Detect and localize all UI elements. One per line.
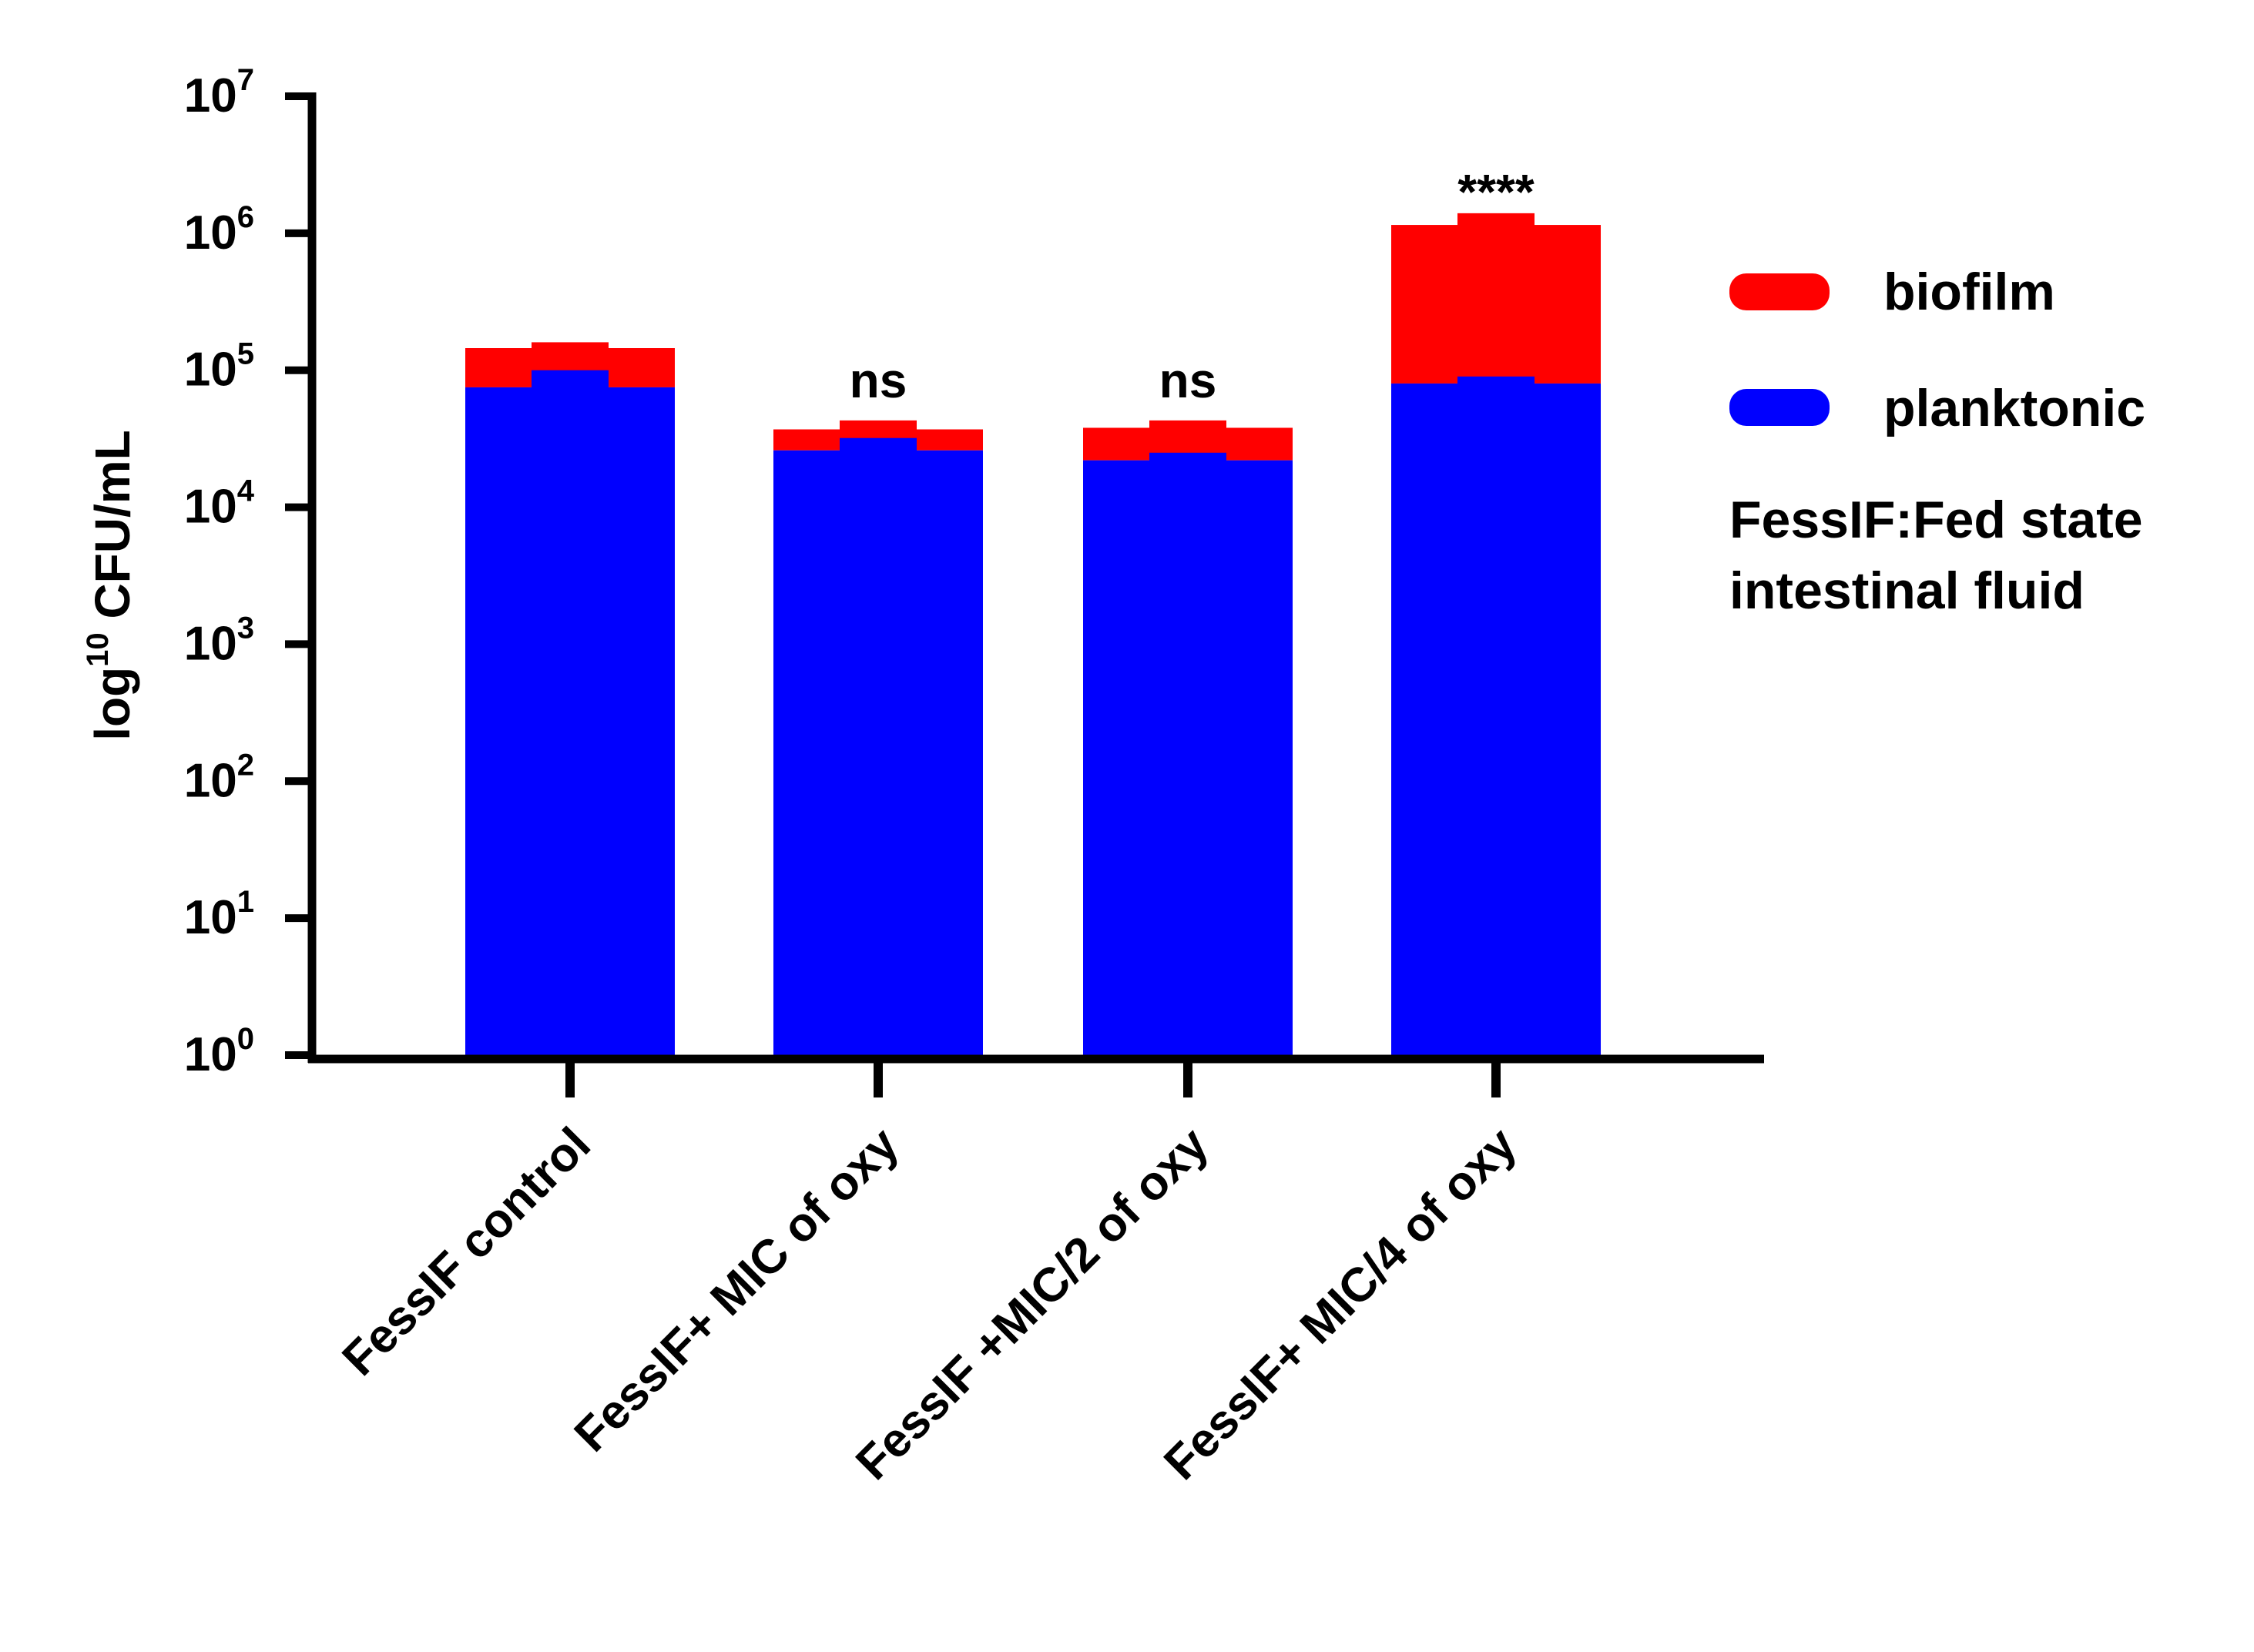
y-tick-label: 101 — [184, 885, 254, 944]
y-axis-title: log10 CFU/mL — [81, 430, 140, 741]
y-tick-label: 104 — [184, 474, 255, 534]
y-tick-base: 10 — [184, 481, 237, 534]
bar-biofilm — [1391, 225, 1601, 384]
y-tick-exponent: 7 — [237, 63, 254, 97]
y-tick-exponent: 3 — [237, 611, 254, 645]
bar-planktonic — [465, 387, 675, 1055]
y-tick-base: 10 — [184, 1028, 237, 1081]
bars-group — [465, 213, 1601, 1055]
y-tick-label: 106 — [184, 200, 254, 260]
bar-planktonic — [773, 450, 983, 1055]
y-tick-exponent: 2 — [237, 748, 254, 782]
significance-label: ns — [1159, 353, 1217, 408]
y-axis-title-rest: CFU/mL — [85, 430, 140, 632]
y-tick-label: 100 — [184, 1022, 254, 1081]
axes-group — [307, 92, 1764, 1064]
legend-swatch-planktonic — [1729, 389, 1830, 426]
y-tick-base: 10 — [184, 754, 237, 807]
y-tick-exponent: 6 — [237, 200, 254, 234]
error-bar-biofilm — [532, 342, 609, 350]
y-tick-exponent: 4 — [237, 474, 255, 508]
x-tick-label: FessIF +MIC/2 of oxy — [846, 1118, 1219, 1490]
legend-label-planktonic: planktonic — [1883, 379, 2145, 437]
significance-label: **** — [1457, 164, 1535, 219]
legend-note-line-1: FessIF:Fed state — [1729, 491, 2143, 549]
y-axis-title-base: log — [85, 667, 140, 741]
legend: biofilm planktonic FessIF:Fed state inte… — [1729, 263, 2145, 620]
y-tick-exponent: 5 — [237, 337, 254, 371]
y-tick-base: 10 — [184, 617, 237, 670]
legend-label-biofilm: biofilm — [1883, 263, 2055, 321]
significance-group: ns ns **** — [850, 164, 1535, 408]
y-tick-exponent: 0 — [237, 1022, 254, 1056]
y-tick-label: 105 — [184, 337, 254, 397]
legend-note-line-2: intestinal fluid — [1729, 561, 2085, 620]
y-tick-label: 107 — [184, 63, 254, 122]
legend-swatch-biofilm — [1729, 273, 1830, 310]
x-tick-label: FessIF+ MIC/4 of oxy — [1154, 1118, 1527, 1490]
error-bar-biofilm — [1457, 213, 1535, 227]
error-bar-planktonic — [532, 370, 609, 389]
error-bar-biofilm — [840, 420, 917, 431]
error-bar-planktonic — [840, 437, 917, 452]
y-tick-base: 10 — [184, 69, 237, 122]
y-tick-base: 10 — [184, 206, 237, 260]
y-axis-title-sup: 10 — [81, 632, 115, 667]
error-bar-planktonic — [1457, 376, 1535, 385]
y-tick-label: 102 — [184, 748, 254, 807]
bar-planktonic — [1083, 460, 1293, 1055]
x-tick-label: FessIF+ MIC of oxy — [565, 1118, 909, 1462]
y-tick-label: 103 — [184, 611, 254, 670]
significance-label: ns — [850, 353, 907, 408]
bar-planktonic — [1391, 383, 1601, 1055]
error-bar-planktonic — [1149, 452, 1226, 462]
error-bar-biofilm — [1149, 420, 1226, 430]
x-tick-label: FessIF control — [332, 1118, 600, 1386]
y-tick-base: 10 — [184, 891, 237, 944]
y-tick-exponent: 1 — [237, 885, 254, 919]
y-tick-base: 10 — [184, 343, 237, 397]
